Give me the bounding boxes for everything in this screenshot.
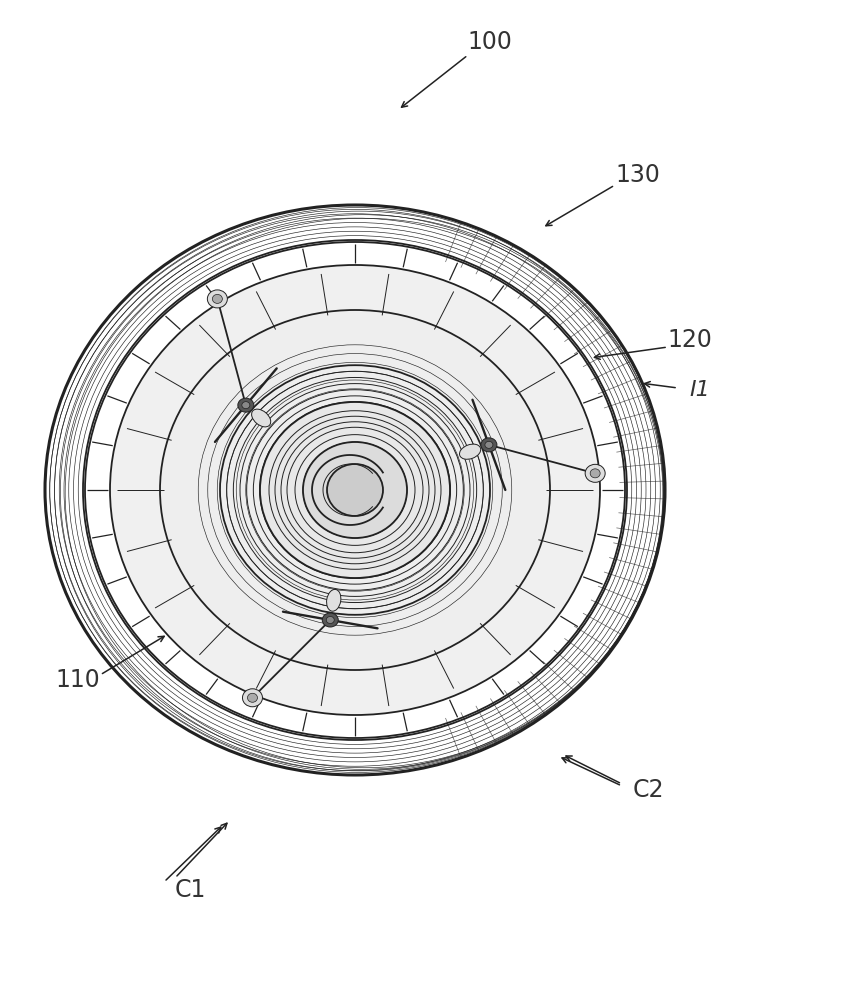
Ellipse shape: [213, 294, 222, 303]
Ellipse shape: [247, 693, 257, 702]
Text: C1: C1: [175, 878, 206, 902]
Ellipse shape: [242, 402, 250, 409]
Ellipse shape: [242, 689, 262, 707]
Ellipse shape: [322, 613, 338, 627]
Text: 110: 110: [56, 668, 100, 692]
Ellipse shape: [327, 589, 341, 611]
Text: C2: C2: [632, 778, 663, 802]
Ellipse shape: [303, 442, 407, 538]
Ellipse shape: [110, 265, 600, 715]
Text: 100: 100: [468, 30, 512, 54]
Ellipse shape: [252, 409, 271, 427]
Ellipse shape: [590, 469, 600, 478]
Ellipse shape: [481, 438, 497, 452]
Ellipse shape: [485, 441, 493, 448]
Ellipse shape: [585, 464, 605, 482]
Ellipse shape: [208, 290, 227, 308]
Ellipse shape: [459, 444, 481, 459]
Ellipse shape: [160, 310, 550, 670]
Ellipse shape: [238, 398, 254, 412]
Ellipse shape: [327, 616, 334, 623]
Text: 120: 120: [668, 328, 712, 352]
Text: I1: I1: [690, 380, 711, 400]
Ellipse shape: [260, 402, 450, 578]
Ellipse shape: [327, 464, 383, 516]
Text: 130: 130: [615, 163, 661, 187]
